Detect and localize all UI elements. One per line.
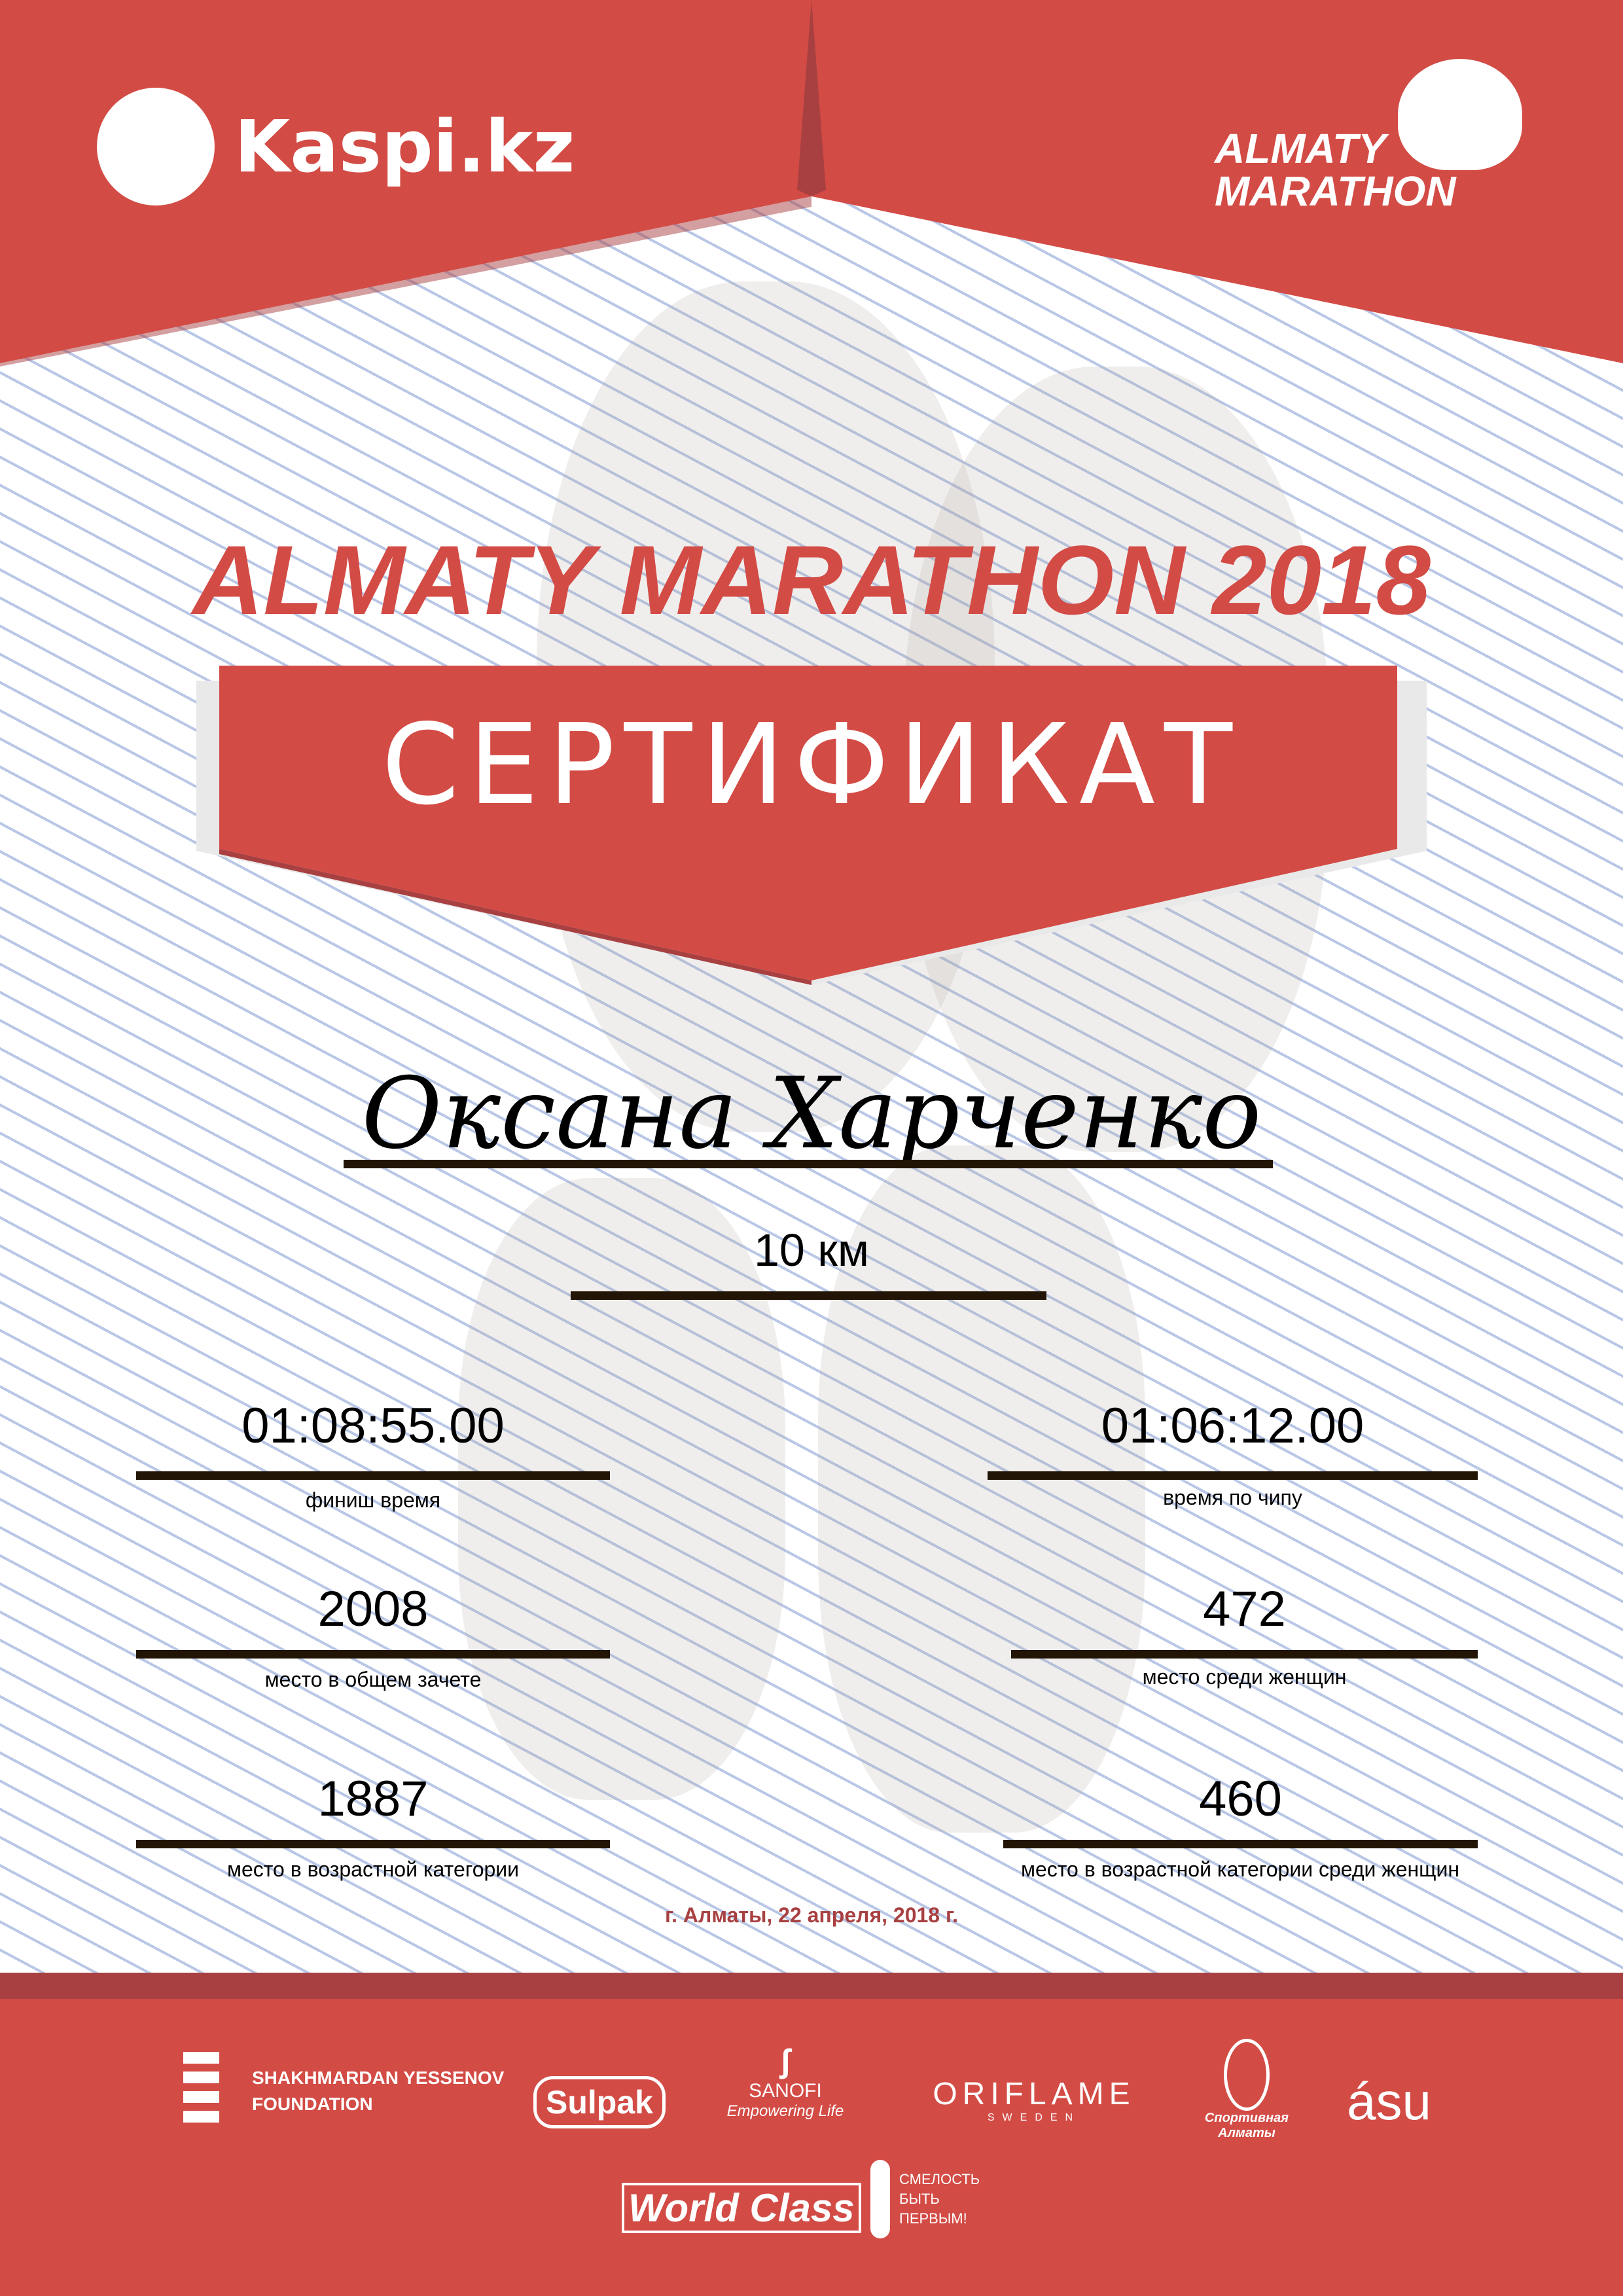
distance-underline (571, 1291, 1046, 1300)
finish-time: 01:08:55.00 (241, 1398, 505, 1454)
age-category-place: 1887 (317, 1771, 429, 1827)
chip-time-line (988, 1471, 1478, 1480)
participant-name: Оксана Харченко (361, 1057, 1262, 1171)
footer-band (0, 1973, 1623, 1999)
almaty-marathon-logo: ALMATY MARATHON (1215, 59, 1522, 216)
women-place: 472 (1203, 1581, 1286, 1637)
age-category-women-place: 460 (1199, 1771, 1282, 1827)
age-category-women-place-line (1003, 1840, 1478, 1848)
age-category-place-line (136, 1840, 610, 1848)
chip-time: 01:06:12.00 (1101, 1398, 1364, 1454)
runner-figure-icon (870, 2160, 890, 2238)
asu-logo: ásu (1347, 2072, 1431, 2130)
sanofi-logo: ʃ SANOFI Empowering Life (720, 2042, 851, 2121)
footer (0, 1999, 1623, 2296)
overall-place: 2008 (317, 1581, 429, 1637)
certificate-banner (196, 666, 1427, 985)
runner-photo-figure (458, 1178, 785, 1800)
chip-time-label: время по чипу (1163, 1486, 1302, 1509)
overall-place-label: место в общем зачете (264, 1668, 482, 1691)
issue-date: г. Алматы, 22 апреля, 2018 г. (665, 1903, 958, 1927)
runner-icon (1398, 59, 1522, 170)
women-place-label: место среди женщин (1142, 1665, 1347, 1689)
oriflame-logo: ORIFLAME SWEDEN (933, 2077, 1135, 2123)
age-category-women-place-label: место в возрастной категории среди женщи… (1020, 1857, 1460, 1881)
sport-almaty-logo: Спортивная Алматы (1198, 2039, 1296, 2141)
finish-time-label: финиш время (305, 1488, 441, 1512)
certificate-heading: СЕРТИФИКАТ (382, 700, 1241, 830)
event-title: ALMATY MARATHON 2018 (192, 525, 1431, 635)
yessenov-foundation-logo: SHAKHMARDAN YESSENOV FOUNDATION (183, 2052, 504, 2130)
sanofi-icon: ʃ (779, 2043, 791, 2079)
smelost-logo: СМЕЛОСТЬ БЫТЬ ПЕРВЫМ! (870, 2160, 980, 2238)
age-category-place-label: место в возрастной категории (226, 1857, 520, 1881)
runner-photo-figure (818, 1145, 1145, 1833)
finish-time-line (136, 1471, 610, 1480)
name-underline (344, 1160, 1273, 1168)
header-banner (0, 0, 1623, 367)
distance: 10 км (753, 1225, 870, 1276)
world-class-logo: World Class (622, 2183, 861, 2233)
emblem-icon (1224, 2039, 1270, 2111)
women-place-line (1011, 1650, 1478, 1659)
foundation-icon (183, 2052, 219, 2130)
kaspi-logo: Kaspi.kz (97, 88, 575, 206)
background-pattern (0, 0, 1623, 1977)
kaspi-icon (97, 88, 215, 206)
overall-place-line (136, 1650, 610, 1659)
sulpak-logo: Sulpak (533, 2076, 666, 2128)
